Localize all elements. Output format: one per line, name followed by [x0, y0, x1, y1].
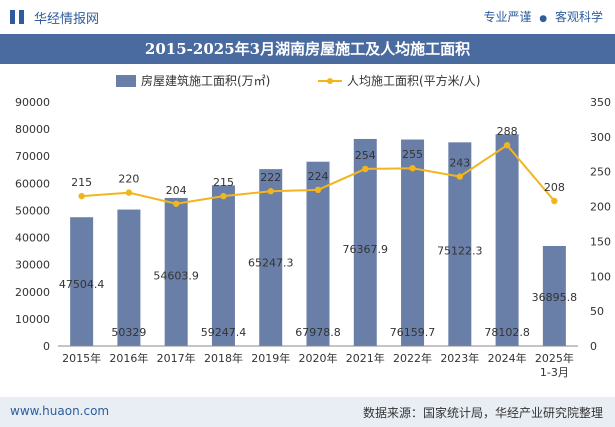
- left-axis-tick-label: 50000: [15, 204, 50, 217]
- x-axis-tick-label: 2016年: [109, 351, 148, 365]
- line-point: [314, 186, 322, 194]
- right-axis-tick-label: 250: [590, 166, 611, 179]
- footer: www.huaon.com 数据来源：国家统计局，华经产业研究院整理: [0, 397, 615, 427]
- right-axis-tick-label: 150: [590, 235, 611, 248]
- right-axis-tick-label: 50: [590, 305, 604, 318]
- bar: [448, 142, 472, 346]
- x-axis-tick-label: 2024年: [488, 351, 527, 365]
- left-axis-tick-label: 60000: [15, 177, 50, 190]
- bar: [164, 197, 188, 346]
- site-name: 华经情报网: [34, 12, 100, 27]
- bar: [401, 139, 425, 346]
- line-point: [456, 173, 464, 180]
- slogan: 专业严谨 ● 客观科学: [483, 8, 603, 25]
- bar-value-label: 36895.8: [532, 291, 578, 304]
- x-axis-tick-label: 2019年: [251, 351, 290, 365]
- bar: [353, 138, 377, 346]
- line-value-label: 254: [355, 149, 376, 162]
- bar-value-label: 67978.8: [295, 326, 341, 339]
- right-axis-tick-label: 100: [590, 270, 611, 283]
- line-value-label: 204: [166, 184, 187, 197]
- footer-url: www.huaon.com: [10, 404, 110, 418]
- line-value-label: 288: [497, 125, 518, 138]
- bar: [70, 217, 94, 346]
- line-value-label: 224: [308, 170, 329, 183]
- x-axis-tick-label: 2022年: [393, 351, 432, 365]
- bar-value-label: 78102.8: [484, 326, 530, 339]
- bar-value-label: 75122.3: [437, 244, 483, 257]
- logo-icon: [10, 10, 24, 24]
- line-point: [362, 165, 369, 173]
- legend-bar-label: 房屋建筑施工面积(万㎡): [141, 73, 270, 88]
- line-point: [409, 165, 416, 172]
- right-axis-tick-label: 0: [590, 340, 597, 353]
- bar-value-label: 59247.4: [201, 326, 247, 339]
- bar: [542, 245, 566, 346]
- x-axis-tick-label: 2023年: [440, 351, 479, 365]
- x-axis-tick-label: 2020年: [299, 351, 338, 365]
- bar-value-label: 47504.4: [59, 278, 105, 291]
- right-axis-tick-label: 200: [590, 201, 611, 214]
- footer-source: 数据来源：国家统计局，华经产业研究院整理: [362, 406, 603, 420]
- top-bar: 华经情报网 专业严谨 ● 客观科学: [0, 0, 615, 34]
- slogan-left: 专业严谨: [483, 10, 532, 24]
- line-value-label: 220: [118, 173, 139, 186]
- bar-value-label: 54603.9: [153, 269, 199, 282]
- title-bar: 2015-2025年3月湖南房屋施工及人均施工面积: [0, 34, 615, 64]
- x-axis-tick-label: 2018年: [204, 351, 243, 365]
- line-value-label: 255: [402, 148, 423, 161]
- left-axis-tick-label: 10000: [15, 313, 50, 326]
- bar-value-label: 76367.9: [343, 243, 389, 256]
- left-axis-tick-label: 20000: [15, 286, 50, 299]
- right-axis-tick-label: 300: [590, 131, 611, 144]
- bar-value-label: 76159.7: [390, 326, 436, 339]
- bar-labels: 47504.4 50329 54603.9 59247.4 65247.3 67978.8…: [59, 243, 577, 339]
- chart-title: 2015-2025年3月湖南房屋施工及人均施工面积: [144, 40, 471, 58]
- line-value-label: 243: [449, 157, 470, 170]
- right-axis-tick-label: 350: [590, 96, 611, 109]
- bar: [306, 161, 330, 346]
- x-axis-tick-label: 2015年: [62, 351, 101, 365]
- legend: 房屋建筑施工面积(万㎡) 人均施工面积(平方米/人): [116, 73, 480, 88]
- line-value-label: 215: [71, 176, 92, 189]
- bar-value-label: 65247.3: [248, 256, 294, 269]
- line-series: 215 220 204 215 222 224 254 255 243 288 208: [71, 125, 565, 207]
- line-point: [551, 197, 558, 205]
- bar: [495, 134, 519, 346]
- right-axis: 0 50 100 150 200 250 300 350: [590, 96, 611, 353]
- left-axis-tick-label: 30000: [15, 259, 50, 272]
- bar: [259, 169, 283, 346]
- left-axis-tick-label: 70000: [15, 150, 50, 163]
- line-point: [220, 192, 227, 200]
- bar: [117, 209, 141, 346]
- line-point: [125, 189, 133, 196]
- left-axis-tick-label: 0: [43, 340, 50, 353]
- left-axis-tick-label: 90000: [15, 96, 50, 109]
- x-axis-tick-label: 2025年 1-3月: [535, 351, 574, 379]
- line-value-label: 222: [260, 171, 281, 184]
- line-value-label: 215: [213, 176, 234, 189]
- x-axis-tick-label: 2021年: [346, 351, 385, 365]
- chart: 房屋建筑施工面积(万㎡) 人均施工面积(平方米/人) 0 10000 20000 30…: [15, 73, 611, 379]
- x-axis: 2015年 2016年 2017年 2018年 2019年 2020年 2021年 2022年…: [58, 345, 578, 379]
- line-point: [267, 188, 274, 195]
- bar: [211, 185, 235, 346]
- line-point: [78, 192, 85, 200]
- left-axis: 0 10000 20000 30000 40000 50000 60000 70000 8000…: [15, 96, 50, 353]
- x-axis-tick-label: 2017年: [157, 351, 196, 365]
- left-axis-tick-label: 40000: [15, 232, 50, 245]
- line-point: [503, 142, 511, 149]
- bar-value-label: 50329: [111, 326, 146, 339]
- legend-bar-swatch: [116, 75, 136, 87]
- legend-line-marker: [327, 78, 333, 84]
- legend-line-label: 人均施工面积(平方米/人): [347, 73, 480, 88]
- left-axis-tick-label: 80000: [15, 123, 50, 136]
- slogan-separator: ●: [539, 14, 548, 24]
- line-point: [172, 200, 180, 207]
- line-value-label: 208: [544, 181, 565, 194]
- bars: [70, 134, 566, 346]
- slogan-right: 客观科学: [554, 10, 603, 24]
